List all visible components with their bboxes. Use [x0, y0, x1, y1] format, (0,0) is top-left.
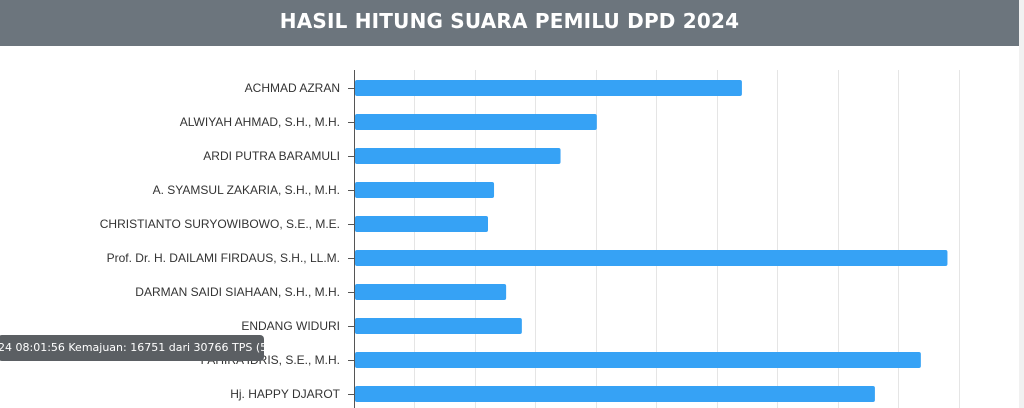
bar[interactable]: [355, 386, 875, 402]
category-label: ARDI PUTRA BARAMULI: [203, 149, 340, 163]
page-title: HASIL HITUNG SUARA PEMILU DPD 2024: [279, 9, 740, 33]
bar[interactable]: [355, 182, 495, 198]
bar[interactable]: [355, 352, 921, 368]
category-label: CHRISTIANTO SURYOWIBOWO, S.E., M.E.: [100, 217, 340, 231]
bar[interactable]: [355, 80, 742, 96]
scrollbar-track[interactable]: [1019, 0, 1024, 408]
bar[interactable]: [355, 284, 507, 300]
category-label: Hj. HAPPY DJAROT: [230, 387, 340, 401]
category-labels: ACHMAD AZRAN ALWIYAH AHMAD, S.H., M.H. ARD…: [100, 81, 341, 401]
category-label: ALWIYAH AHMAD, S.H., M.H.: [180, 115, 340, 129]
bar[interactable]: [355, 318, 522, 334]
bar[interactable]: [355, 250, 948, 266]
category-label: A. SYAMSUL ZAKARIA, S.H., M.H.: [153, 183, 340, 197]
header-bar: HASIL HITUNG SUARA PEMILU DPD 2024: [0, 0, 1019, 46]
bar[interactable]: [355, 216, 488, 232]
bar[interactable]: [355, 148, 561, 164]
category-label: ACHMAD AZRAN: [245, 81, 340, 95]
bar-chart: ACHMAD AZRAN ALWIYAH AHMAD, S.H., M.H. ARD…: [100, 70, 960, 408]
category-label: Prof. Dr. H. DAILAMI FIRDAUS, S.H., LL.M…: [107, 251, 340, 265]
tooltip-text: 24 08:01:56 Kemajuan: 16751 dari 30766 T…: [0, 341, 264, 354]
progress-tooltip: 24 08:01:56 Kemajuan: 16751 dari 30766 T…: [0, 335, 264, 361]
bar-layer: [355, 80, 948, 402]
category-label: ENDANG WIDURI: [241, 319, 340, 333]
bar[interactable]: [355, 114, 597, 130]
category-label: DARMAN SAIDI SIAHAAN, S.H., M.H.: [135, 285, 340, 299]
